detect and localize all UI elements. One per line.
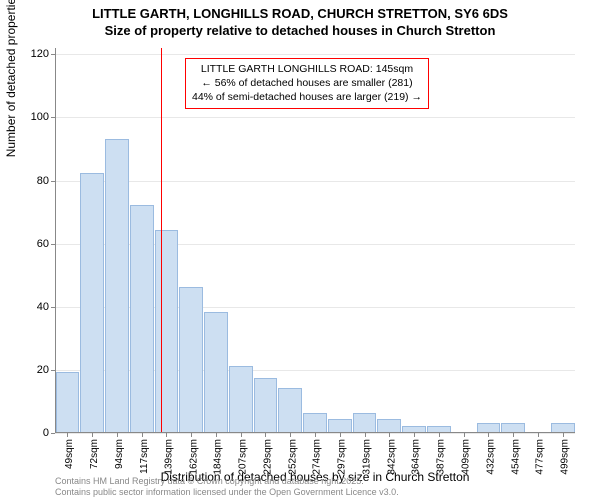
x-tick-label: 72sqm [89,439,100,469]
x-axis: 49sqm72sqm94sqm117sqm139sqm162sqm184sqm2… [55,433,575,473]
plot-area: LITTLE GARTH LONGHILLS ROAD: 145sqm ← 56… [55,48,575,433]
histogram-bar [56,372,80,433]
histogram-bar [303,413,327,433]
x-tick-label: 117sqm [139,439,150,474]
credits-line2: Contains public sector information licen… [55,487,399,498]
y-tick-label: 100 [31,111,49,123]
x-tick-label: 94sqm [114,439,125,469]
y-tick-label: 80 [37,175,49,187]
credits: Contains HM Land Registry data © Crown c… [55,476,399,498]
y-tick-label: 120 [31,48,49,60]
credits-line1: Contains HM Land Registry data © Crown c… [55,476,399,487]
y-tick-label: 0 [43,427,49,439]
x-tick-label: 49sqm [64,439,75,469]
histogram-bar [229,366,253,433]
annotation-box: LITTLE GARTH LONGHILLS ROAD: 145sqm ← 56… [185,58,429,109]
histogram-bar [204,312,228,433]
y-tick-label: 40 [37,301,49,313]
annotation-line1: LITTLE GARTH LONGHILLS ROAD: 145sqm [192,62,422,76]
histogram-bar [130,205,154,433]
reference-line [161,48,162,433]
histogram-bar [278,388,302,433]
chart-container: LITTLE GARTH, LONGHILLS ROAD, CHURCH STR… [0,0,600,500]
annotation-line3: 44% of semi-detached houses are larger (… [192,90,422,104]
y-axis-line [55,48,56,433]
histogram-bar [179,287,203,433]
y-tick-label: 60 [37,238,49,250]
histogram-bar [80,173,104,433]
annotation-line2: ← 56% of detached houses are smaller (28… [192,76,422,90]
chart-title-line2: Size of property relative to detached ho… [0,23,600,40]
chart-title-line1: LITTLE GARTH, LONGHILLS ROAD, CHURCH STR… [0,0,600,23]
histogram-bar [155,230,179,433]
y-tick-label: 20 [37,364,49,376]
histogram-bar [353,413,377,433]
histogram-bar [377,419,401,433]
histogram-bar [254,378,278,433]
y-axis: 020406080100120 [0,48,55,433]
histogram-bar [328,419,352,433]
histogram-bar [105,139,129,433]
